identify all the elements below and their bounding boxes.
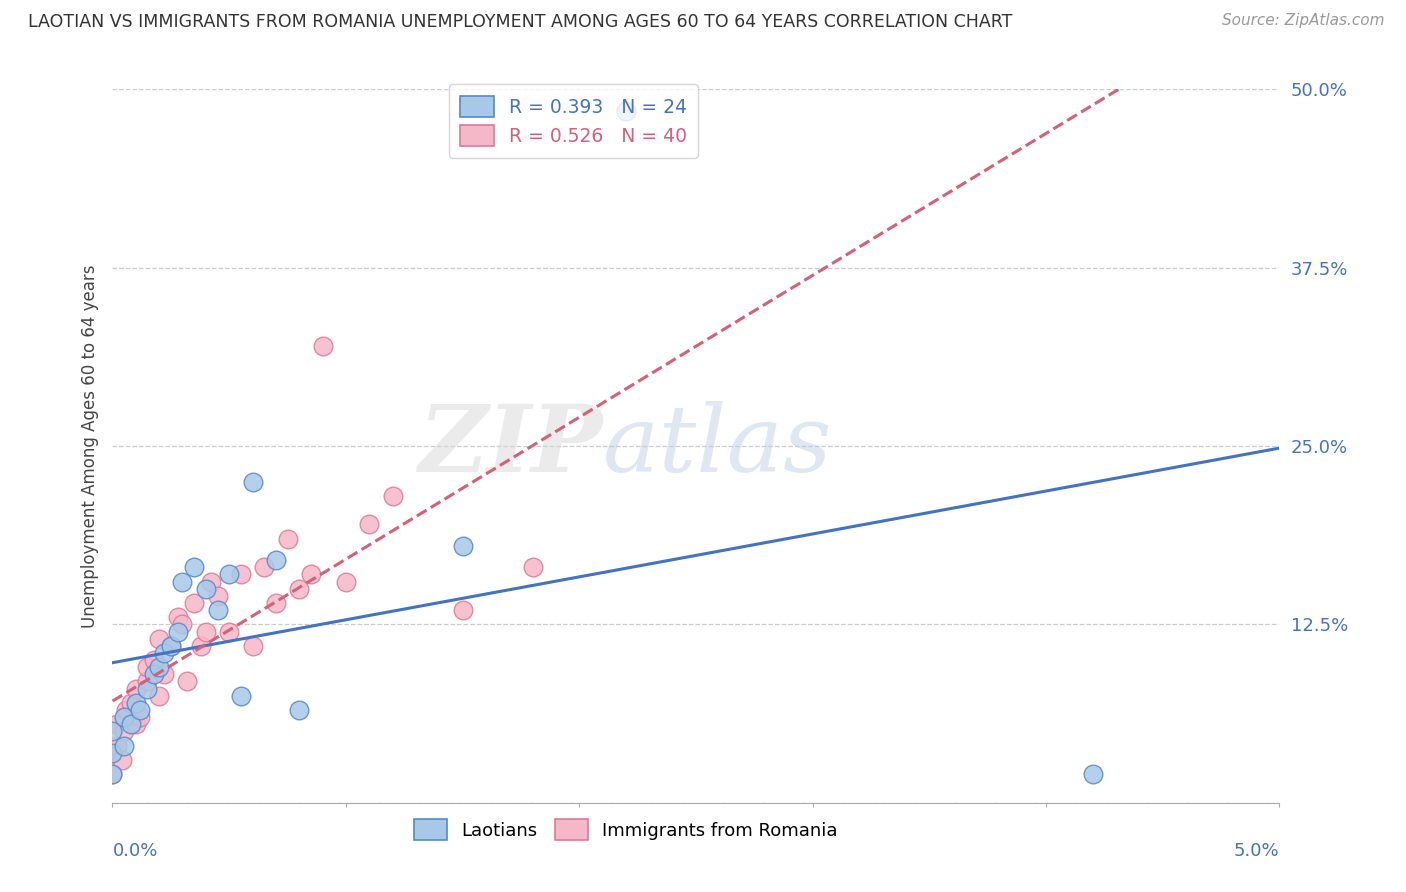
Point xyxy=(183,596,205,610)
Point xyxy=(101,767,124,781)
Point xyxy=(207,589,229,603)
Point xyxy=(229,567,252,582)
Point xyxy=(148,660,170,674)
Point xyxy=(218,567,240,582)
Point xyxy=(172,574,194,589)
Text: 0.0%: 0.0% xyxy=(112,842,157,860)
Point xyxy=(105,739,128,753)
Point xyxy=(288,582,311,596)
Point xyxy=(190,639,212,653)
Point xyxy=(207,603,229,617)
Point xyxy=(264,553,287,567)
Point xyxy=(242,475,264,489)
Point xyxy=(112,724,135,739)
Point xyxy=(1081,767,1104,781)
Point xyxy=(129,710,152,724)
Point xyxy=(153,646,176,660)
Point xyxy=(129,703,152,717)
Point xyxy=(112,739,135,753)
Point xyxy=(143,667,166,681)
Point xyxy=(136,660,159,674)
Point xyxy=(311,339,333,353)
Point xyxy=(136,674,159,689)
Point xyxy=(105,717,128,731)
Point xyxy=(125,696,148,710)
Point xyxy=(194,582,217,596)
Point xyxy=(183,560,205,574)
Point xyxy=(277,532,299,546)
Point xyxy=(101,746,124,760)
Text: Source: ZipAtlas.com: Source: ZipAtlas.com xyxy=(1222,13,1385,29)
Point xyxy=(451,603,474,617)
Point xyxy=(176,674,198,689)
Point xyxy=(136,681,159,696)
Point xyxy=(120,717,142,731)
Point xyxy=(522,560,544,574)
Point xyxy=(166,624,188,639)
Point xyxy=(125,681,148,696)
Point xyxy=(160,639,183,653)
Point xyxy=(153,667,176,681)
Point xyxy=(148,689,170,703)
Legend: Laotians, Immigrants from Romania: Laotians, Immigrants from Romania xyxy=(406,812,845,847)
Point xyxy=(264,596,287,610)
Point xyxy=(288,703,311,717)
Point xyxy=(111,753,134,767)
Point xyxy=(172,617,194,632)
Text: atlas: atlas xyxy=(603,401,832,491)
Point xyxy=(335,574,357,589)
Point xyxy=(194,624,217,639)
Text: ZIP: ZIP xyxy=(419,401,603,491)
Point xyxy=(101,724,124,739)
Point xyxy=(242,639,264,653)
Point xyxy=(115,703,138,717)
Point xyxy=(101,746,124,760)
Point xyxy=(166,610,188,624)
Point xyxy=(148,632,170,646)
Point xyxy=(229,689,252,703)
Point xyxy=(160,639,183,653)
Point xyxy=(143,653,166,667)
Point xyxy=(120,696,142,710)
Point xyxy=(200,574,222,589)
Point xyxy=(381,489,404,503)
Point xyxy=(218,624,240,639)
Y-axis label: Unemployment Among Ages 60 to 64 years: Unemployment Among Ages 60 to 64 years xyxy=(80,264,98,628)
Point xyxy=(359,517,381,532)
Text: LAOTIAN VS IMMIGRANTS FROM ROMANIA UNEMPLOYMENT AMONG AGES 60 TO 64 YEARS CORREL: LAOTIAN VS IMMIGRANTS FROM ROMANIA UNEMP… xyxy=(28,13,1012,31)
Point xyxy=(614,103,637,118)
Point xyxy=(451,539,474,553)
Text: 5.0%: 5.0% xyxy=(1234,842,1279,860)
Point xyxy=(253,560,276,574)
Point xyxy=(101,767,124,781)
Point xyxy=(125,717,148,731)
Point xyxy=(299,567,322,582)
Point xyxy=(112,710,135,724)
